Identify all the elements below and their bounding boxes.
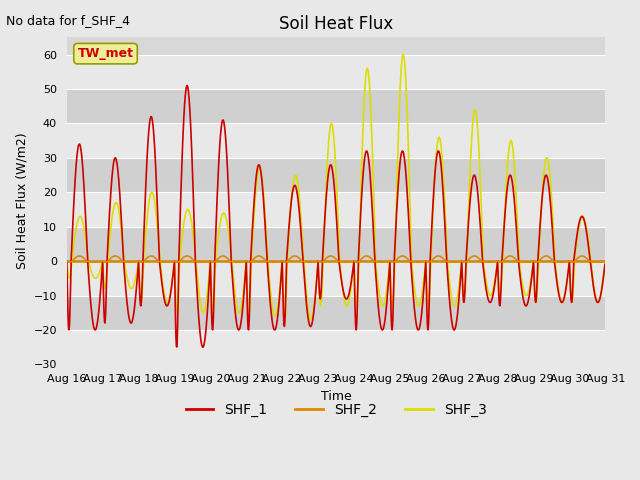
SHF_1: [601, 262, 609, 267]
SHF_3: [538, 199, 545, 205]
SHF_1: [490, 285, 498, 291]
SHF_2: [490, 259, 498, 264]
SHF_3: [490, 281, 498, 287]
Line: SHF_2: SHF_2: [67, 256, 605, 262]
Bar: [67, 227, 605, 261]
SHF_3: [63, 258, 70, 264]
SHF_3: [307, 317, 315, 323]
Bar: [67, 192, 605, 227]
X-axis label: Time: Time: [321, 390, 351, 403]
SHF_2: [601, 258, 609, 264]
Y-axis label: Soil Heat Flux (W/m2): Soil Heat Flux (W/m2): [15, 132, 28, 269]
Bar: [67, 123, 605, 158]
SHF_2: [538, 255, 545, 261]
SHF_2: [63, 258, 70, 264]
SHF_1: [199, 344, 207, 350]
SHF_3: [243, 271, 250, 277]
SHF_3: [170, 268, 177, 274]
SHF_1: [170, 269, 177, 275]
Bar: [67, 89, 605, 123]
SHF_2: [244, 259, 252, 264]
Bar: [67, 296, 605, 330]
SHF_1: [420, 285, 428, 290]
SHF_2: [170, 258, 177, 264]
Legend: SHF_1, SHF_2, SHF_3: SHF_1, SHF_2, SHF_3: [180, 397, 492, 423]
Text: No data for f_SHF_4: No data for f_SHF_4: [6, 14, 131, 27]
SHF_1: [538, 200, 545, 205]
Line: SHF_1: SHF_1: [67, 85, 605, 347]
Text: TW_met: TW_met: [77, 47, 134, 60]
SHF_2: [91, 259, 99, 265]
SHF_1: [184, 83, 191, 88]
SHF_3: [399, 52, 407, 58]
SHF_1: [63, 258, 70, 264]
Title: Soil Heat Flux: Soil Heat Flux: [279, 15, 393, 33]
Bar: [67, 330, 605, 364]
Bar: [67, 55, 605, 89]
SHF_3: [601, 262, 609, 267]
SHF_3: [182, 208, 190, 214]
Bar: [67, 158, 605, 192]
SHF_2: [420, 259, 428, 264]
SHF_1: [244, 309, 252, 314]
Line: SHF_3: SHF_3: [67, 55, 605, 320]
SHF_1: [182, 84, 190, 90]
Bar: [67, 261, 605, 296]
SHF_3: [420, 276, 428, 282]
SHF_2: [220, 253, 227, 259]
SHF_2: [183, 253, 191, 259]
